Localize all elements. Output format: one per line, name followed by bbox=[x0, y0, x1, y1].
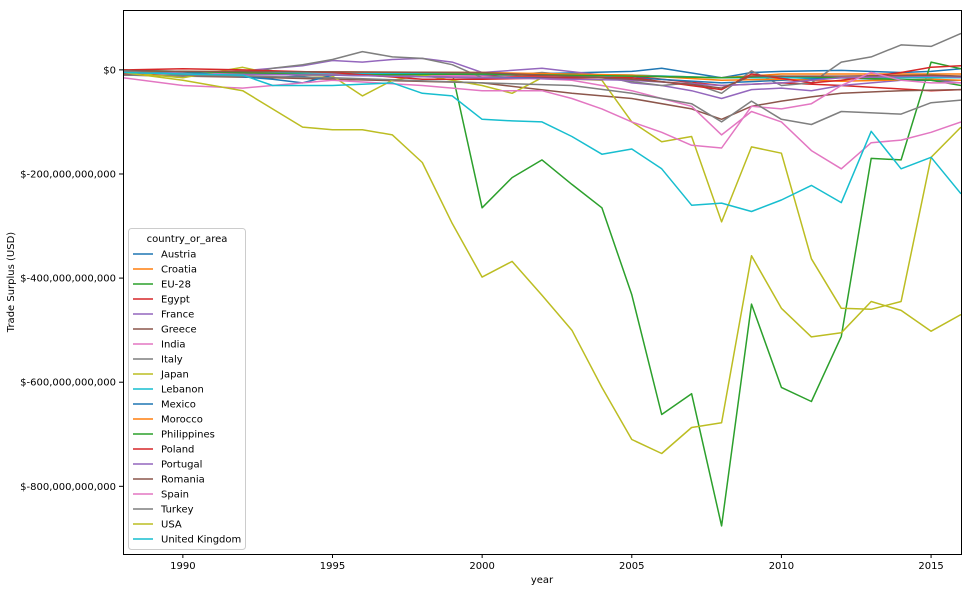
x-tick-label: 2010 bbox=[769, 561, 794, 572]
series-line-17 bbox=[123, 71, 961, 149]
legend-entry-label: Romania bbox=[161, 475, 205, 486]
legend-entry-label: Croatia bbox=[161, 265, 197, 276]
y-tick-label: $0 bbox=[103, 65, 116, 76]
legend-entry-label: Japan bbox=[160, 370, 189, 381]
legend-entry-label: Portugal bbox=[161, 460, 202, 471]
series-line-19 bbox=[123, 71, 961, 455]
legend-entry-label: Austria bbox=[161, 250, 196, 261]
series-line-16 bbox=[123, 69, 961, 89]
x-tick-label: 1990 bbox=[170, 561, 195, 572]
legend-entry-label: Philippines bbox=[161, 430, 215, 441]
legend-entry-label: France bbox=[161, 310, 194, 321]
x-axis-label: year bbox=[531, 575, 554, 586]
legend-entry-label: Poland bbox=[161, 445, 194, 456]
y-tick-label: $-200,000,000,000 bbox=[20, 169, 116, 180]
series-line-9 bbox=[123, 66, 961, 311]
series-line-18 bbox=[123, 70, 961, 126]
legend-entry-label: Morocco bbox=[161, 415, 203, 426]
plot-frame bbox=[123, 10, 962, 555]
legend-entry-label: Turkey bbox=[160, 505, 194, 516]
series-line-13 bbox=[123, 69, 961, 87]
legend-entry-label: Italy bbox=[161, 355, 183, 366]
legend-entry-label: Mexico bbox=[161, 400, 196, 411]
legend-entry-label: United Kingdom bbox=[161, 535, 241, 546]
legend-entry-label: EU-28 bbox=[161, 280, 191, 291]
legend-entry-label: India bbox=[161, 340, 186, 351]
legend-items: Austria Croatia EU-28 Egypt France Greece Indi… bbox=[133, 250, 241, 546]
series-line-20 bbox=[123, 71, 961, 213]
x-tick-label: 2005 bbox=[619, 561, 644, 572]
y-tick-label: $-800,000,000,000 bbox=[20, 482, 116, 493]
legend-box bbox=[128, 228, 246, 550]
series-line-3 bbox=[451, 61, 961, 527]
series-layer bbox=[123, 32, 961, 527]
legend-entry-label: Spain bbox=[161, 490, 189, 501]
legend-title: country_or_area bbox=[147, 234, 228, 245]
y-axis-label: Trade Surplus (USD) bbox=[6, 232, 17, 333]
series-line-6 bbox=[123, 74, 961, 121]
legend-entry-label: Lebanon bbox=[161, 385, 204, 396]
legend-entry-label: USA bbox=[161, 520, 182, 531]
x-tick-label: 2015 bbox=[918, 561, 943, 572]
axis-layer: 1990 1995 2000 2005 2010 2015 $0 $-200,000,000,… bbox=[20, 65, 944, 572]
y-tick-label: $-400,000,000,000 bbox=[20, 274, 116, 285]
x-tick-label: 1995 bbox=[320, 561, 345, 572]
legend: country_or_area Austria Croatia EU-28 Egypt… bbox=[128, 228, 246, 550]
legend-entry-label: Egypt bbox=[161, 295, 190, 306]
x-tick-label: 2000 bbox=[469, 561, 494, 572]
y-tick-label: $-600,000,000,000 bbox=[20, 378, 116, 389]
series-line-7 bbox=[123, 71, 961, 170]
legend-entry-label: Greece bbox=[161, 325, 197, 336]
